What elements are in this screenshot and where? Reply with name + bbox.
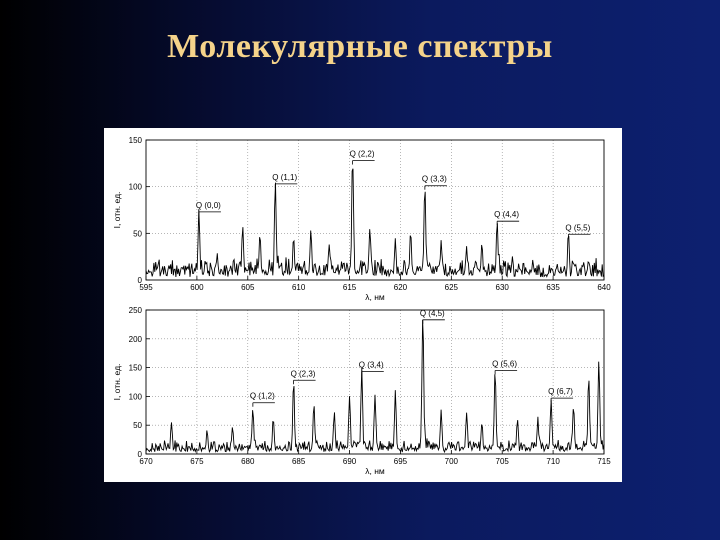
chart1-xtick-label: 640 xyxy=(597,283,611,292)
chart2-ytick-label: 200 xyxy=(129,335,143,344)
chart2-annotation-label: Q (2,3) xyxy=(291,369,316,378)
chart2-xtick-label: 680 xyxy=(241,457,255,466)
chart1-ytick-label: 150 xyxy=(129,136,143,145)
chart2-annotation-label: Q (3,4) xyxy=(359,361,384,370)
chart2-xtick-label: 690 xyxy=(343,457,357,466)
chart1-xtick-label: 625 xyxy=(445,283,459,292)
chart1-annotation-label: Q (4,4) xyxy=(494,210,519,219)
chart1-ylabel: I, отн. ед. xyxy=(112,192,122,229)
chart2-annotation-label: Q (6,7) xyxy=(548,387,573,396)
spectra-charts: 595 600 605 610 615 620 625 630 635 640 0 50 100 150 λ… xyxy=(112,136,611,476)
chart2-ytick-label: 100 xyxy=(129,392,143,401)
chart1-ytick-label: 50 xyxy=(133,229,142,238)
chart1-xtick-label: 605 xyxy=(241,283,255,292)
chart1-xtick-label: 620 xyxy=(394,283,408,292)
chart2-xtick-label: 700 xyxy=(445,457,459,466)
chart2-xtick-label: 710 xyxy=(546,457,560,466)
chart1-xtick-label: 600 xyxy=(190,283,204,292)
chart2-xtick-label: 695 xyxy=(394,457,408,466)
chart2-annotation-label: Q (4,5) xyxy=(420,309,445,318)
chart1-xtick-label: 610 xyxy=(292,283,306,292)
chart2-xtick-label: 705 xyxy=(496,457,510,466)
chart2-xtick-label: 675 xyxy=(190,457,204,466)
chart2-ytick-label: 50 xyxy=(133,421,142,430)
chart1-ytick-label: 0 xyxy=(138,276,143,285)
chart2-xtick-label: 670 xyxy=(139,457,153,466)
chart2-ytick-label: 250 xyxy=(129,306,143,315)
slide-title: Молекулярные спектры xyxy=(167,28,553,65)
chart2-ylabel: I, отн. ед. xyxy=(112,364,122,401)
chart2-axes-frame xyxy=(145,309,605,455)
chart1-xtick-label: 630 xyxy=(496,283,510,292)
chart1-xlabel: λ, нм xyxy=(365,292,385,302)
chart2-xtick-label: 715 xyxy=(597,457,611,466)
chart2-xlabel: λ, нм xyxy=(365,466,385,476)
chart2-annotation-label: Q (5,6) xyxy=(492,359,517,368)
chart1-ytick-label: 100 xyxy=(129,183,143,192)
chart1-annotation-label: Q (5,5) xyxy=(565,223,590,232)
chart2-series-line xyxy=(145,319,605,454)
chart2-annotation-label: Q (1,2) xyxy=(250,392,275,401)
chart2-xtick-label: 685 xyxy=(292,457,306,466)
spectra-figure: 595 600 605 610 615 620 625 630 635 640 0 50 100 150 λ… xyxy=(104,128,622,482)
chart1-series-line xyxy=(145,168,605,278)
chart1-xtick-label: 635 xyxy=(546,283,560,292)
chart2-ytick-label: 0 xyxy=(138,450,143,459)
chart1-axes-frame xyxy=(145,139,605,281)
chart2-ytick-label: 150 xyxy=(129,364,143,373)
chart1-annotation-label: Q (0,0) xyxy=(196,201,221,210)
chart1-xtick-label: 615 xyxy=(343,283,357,292)
chart1-annotation-label: Q (3,3) xyxy=(422,175,447,184)
chart1-annotation-label: Q (2,2) xyxy=(350,150,375,159)
chart1-xtick-label: 595 xyxy=(139,283,153,292)
chart1-annotation-label: Q (1,1) xyxy=(272,173,297,182)
